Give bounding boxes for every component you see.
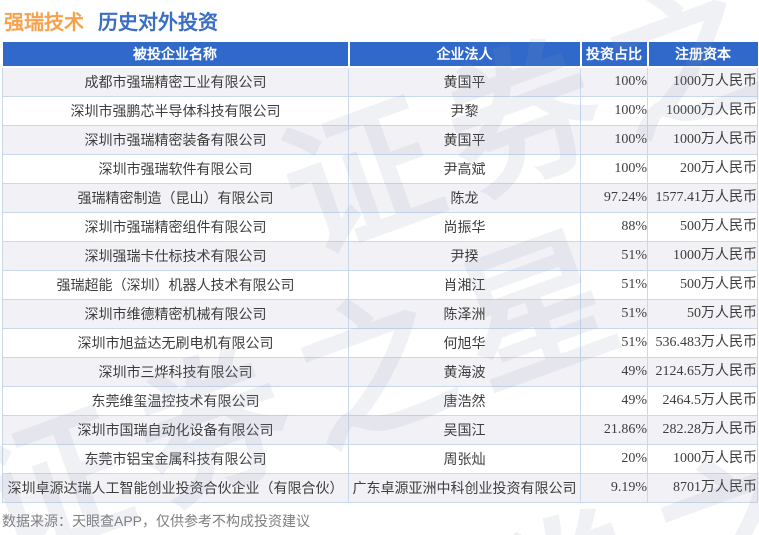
cell-legal-person: 尚振华: [348, 212, 581, 242]
cell-capital: 2464.5万人民币: [647, 386, 758, 416]
cell-ratio: 100%: [580, 66, 648, 97]
cell-ratio: 49%: [580, 386, 648, 416]
cell-company-name: 深圳市旭益达无刷电机有限公司: [2, 328, 349, 358]
cell-capital: 1000万人民币: [647, 241, 758, 271]
cell-ratio: 51%: [580, 241, 648, 271]
cell-legal-person: 尹高斌: [348, 154, 581, 184]
cell-legal-person: 尹黎: [348, 96, 581, 126]
cell-capital: 1577.41万人民币: [647, 183, 758, 213]
col-header-legal-person: 企业法人: [348, 42, 582, 68]
table-row: 强瑞超能（深圳）机器人技术有限公司 肖湘江 51% 500万人民币: [2, 270, 758, 300]
cell-capital: 200万人民币: [647, 154, 758, 184]
table-header: 被投企业名称 企业法人 投资占比 注册资本: [2, 42, 758, 68]
cell-capital: 500万人民币: [647, 270, 758, 300]
cell-capital: 1000万人民币: [647, 66, 758, 97]
table-row: 成都市强瑞精密工业有限公司 黄国平 100% 1000万人民币: [2, 66, 758, 97]
cell-company-name: 强瑞超能（深圳）机器人技术有限公司: [2, 270, 349, 300]
table-row: 东莞维玺温控技术有限公司 唐浩然 49% 2464.5万人民币: [2, 386, 758, 416]
cell-ratio: 51%: [580, 328, 648, 358]
col-header-ratio: 投资占比: [580, 42, 649, 68]
cell-legal-person: 吴国江: [348, 415, 581, 445]
cell-legal-person: 陈泽洲: [348, 299, 581, 329]
cell-ratio: 97.24%: [580, 183, 648, 213]
table-row: 深圳市强瑞精密组件有限公司 尚振华 88% 500万人民币: [2, 212, 758, 242]
cell-ratio: 20%: [580, 444, 648, 474]
cell-capital: 8701万人民币: [647, 473, 758, 503]
cell-company-name: 深圳市强瑞精密组件有限公司: [2, 212, 349, 242]
cell-company-name: 深圳市三烨科技有限公司: [2, 357, 349, 387]
table-row: 深圳市强瑞软件有限公司 尹高斌 100% 200万人民币: [2, 154, 758, 184]
section-title: 历史对外投资: [98, 12, 218, 34]
cell-company-name: 深圳强瑞卡仕标技术有限公司: [2, 241, 349, 271]
cell-ratio: 100%: [580, 125, 648, 155]
cell-company-name: 深圳卓源达瑞人工智能创业投资合伙企业（有限合伙）: [2, 473, 349, 503]
table-row: 深圳市三烨科技有限公司 黄海波 49% 2124.65万人民币: [2, 357, 758, 387]
cell-company-name: 深圳市强瑞精密装备有限公司: [2, 125, 349, 155]
table-row: 深圳市强瑞精密装备有限公司 黄国平 100% 1000万人民币: [2, 125, 758, 155]
cell-legal-person: 黄国平: [348, 66, 581, 97]
investment-table: 被投企业名称 企业法人 投资占比 注册资本 成都市强瑞精密工业有限公司 黄国平 10…: [2, 42, 758, 503]
table-row: 深圳市旭益达无刷电机有限公司 何旭华 51% 536.483万人民币: [2, 328, 758, 358]
page-title: 强瑞技术 历史对外投资: [4, 6, 218, 35]
cell-company-name: 深圳市国瑞自动化设备有限公司: [2, 415, 349, 445]
col-header-capital: 注册资本: [647, 42, 758, 68]
cell-ratio: 100%: [580, 154, 648, 184]
cell-legal-person: 尹揆: [348, 241, 581, 271]
cell-company-name: 成都市强瑞精密工业有限公司: [2, 66, 349, 97]
cell-legal-person: 黄国平: [348, 125, 581, 155]
cell-company-name: 深圳市强瑞软件有限公司: [2, 154, 349, 184]
source-note: 数据来源：天眼查APP，仅供参考不构成投资建议: [2, 513, 311, 529]
col-header-company: 被投企业名称: [2, 42, 350, 68]
cell-capital: 50万人民币: [647, 299, 758, 329]
table-row: 深圳市强鹏芯半导体科技有限公司 尹黎 100% 10000万人民币: [2, 96, 758, 126]
cell-legal-person: 周张灿: [348, 444, 581, 474]
cell-company-name: 强瑞精密制造（昆山）有限公司: [2, 183, 349, 213]
table-row: 强瑞精密制造（昆山）有限公司 陈龙 97.24% 1577.41万人民币: [2, 183, 758, 213]
cell-legal-person: 何旭华: [348, 328, 581, 358]
cell-capital: 1000万人民币: [647, 444, 758, 474]
table-body: 成都市强瑞精密工业有限公司 黄国平 100% 1000万人民币 深圳市强鹏芯半导体科技有…: [2, 66, 758, 503]
cell-legal-person: 广东卓源亚洲中科创业投资有限公司: [348, 473, 581, 503]
cell-legal-person: 唐浩然: [348, 386, 581, 416]
cell-capital: 282.28万人民币: [647, 415, 758, 445]
cell-capital: 500万人民币: [647, 212, 758, 242]
cell-ratio: 51%: [580, 270, 648, 300]
cell-capital: 2124.65万人民币: [647, 357, 758, 387]
cell-company-name: 东莞市铝宝金属科技有限公司: [2, 444, 349, 474]
cell-ratio: 9.19%: [580, 473, 648, 503]
cell-company-name: 深圳市维德精密机械有限公司: [2, 299, 349, 329]
cell-ratio: 51%: [580, 299, 648, 329]
cell-company-name: 深圳市强鹏芯半导体科技有限公司: [2, 96, 349, 126]
cell-ratio: 49%: [580, 357, 648, 387]
cell-legal-person: 黄海波: [348, 357, 581, 387]
cell-capital: 10000万人民币: [647, 96, 758, 126]
table-row: 深圳强瑞卡仕标技术有限公司 尹揆 51% 1000万人民币: [2, 241, 758, 271]
table-row: 深圳卓源达瑞人工智能创业投资合伙企业（有限合伙） 广东卓源亚洲中科创业投资有限公司…: [2, 473, 758, 503]
table-row: 东莞市铝宝金属科技有限公司 周张灿 20% 1000万人民币: [2, 444, 758, 474]
header-row: 被投企业名称 企业法人 投资占比 注册资本: [2, 42, 758, 68]
cell-ratio: 88%: [580, 212, 648, 242]
cell-ratio: 21.86%: [580, 415, 648, 445]
cell-capital: 536.483万人民币: [647, 328, 758, 358]
cell-capital: 1000万人民币: [647, 125, 758, 155]
cell-legal-person: 陈龙: [348, 183, 581, 213]
cell-legal-person: 肖湘江: [348, 270, 581, 300]
table-row: 深圳市国瑞自动化设备有限公司 吴国江 21.86% 282.28万人民币: [2, 415, 758, 445]
table-row: 深圳市维德精密机械有限公司 陈泽洲 51% 50万人民币: [2, 299, 758, 329]
stock-name: 强瑞技术: [4, 12, 84, 34]
cell-ratio: 100%: [580, 96, 648, 126]
cell-company-name: 东莞维玺温控技术有限公司: [2, 386, 349, 416]
